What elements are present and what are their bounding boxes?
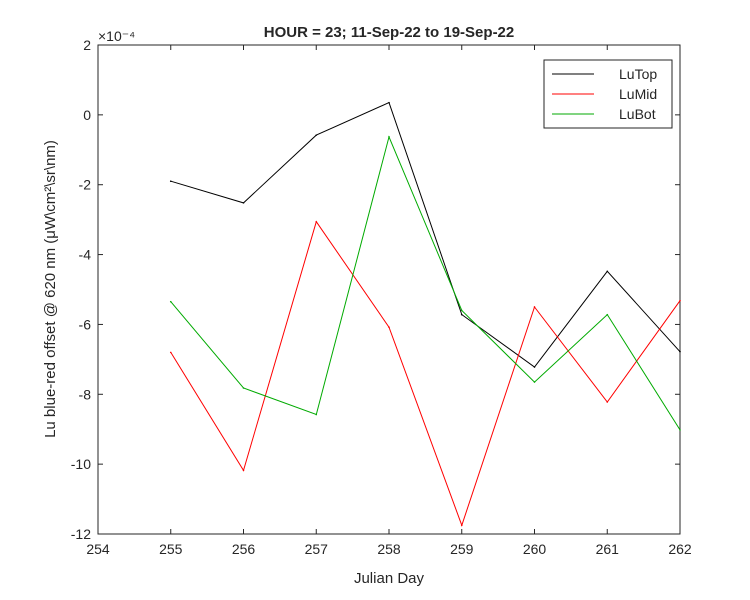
y-axis-multiplier: ×10⁻⁴ [98,28,135,44]
y-tick-label: -6 [79,316,92,332]
data-point [388,136,390,138]
x-tick-label: 260 [523,541,547,557]
data-point [169,351,172,354]
data-point [315,134,318,136]
data-point [606,270,609,273]
data-point [533,366,536,368]
legend: LuTop LuMid LuBot [543,59,673,129]
data-point [460,524,463,527]
y-axis: 2 0 -2 -4 -6 -8 -10 -12 [71,37,680,542]
y-axis-label: Lu blue-red offset @ 620 nm (μW\cm²\sr\n… [42,140,59,438]
x-tick-label: 257 [305,541,329,557]
y-tick-label: 2 [83,37,91,53]
legend-label-lutop: LuTop [619,66,657,82]
data-point [242,387,245,389]
chart-title: HOUR = 23; 11-Sep-22 to 19-Sep-22 [264,24,515,41]
x-tick-label: 258 [377,541,401,557]
legend-label-lubot: LuBot [619,106,656,122]
y-tick-label: -4 [79,247,92,263]
data-point [533,381,536,383]
series-line-lubot [170,135,681,431]
data-point [315,413,318,416]
data-point [606,401,609,403]
y-tick-label: -8 [79,386,92,402]
y-tick-label: 0 [83,107,91,123]
data-point [242,202,245,204]
series-lines [169,101,681,527]
data-point [242,469,245,472]
x-axis-label: Julian Day [354,570,425,587]
data-point [169,300,172,303]
x-tick-label: 262 [668,541,692,557]
series-line-lumid [170,220,681,527]
data-point [460,313,463,316]
x-tick-label: 255 [159,541,183,557]
data-point [388,326,390,329]
data-point [388,101,390,104]
data-point [679,429,681,431]
x-tick-label: 261 [596,541,620,557]
x-tick-label: 256 [232,541,256,557]
data-point [460,309,463,312]
data-point [533,306,536,308]
y-tick-label: -12 [71,526,91,542]
x-tick-label: 254 [86,541,110,557]
y-tick-label: -10 [71,456,91,472]
data-point [169,180,172,183]
data-point [679,350,681,353]
data-point [315,220,318,223]
y-tick-label: -2 [79,177,92,193]
data-point [679,299,681,302]
x-axis: 254 255 256 257 258 259 260 261 262 [86,45,692,557]
legend-label-lumid: LuMid [619,86,657,102]
x-tick-label: 259 [450,541,474,557]
series-line-lutop [170,101,681,368]
data-point [606,313,609,316]
